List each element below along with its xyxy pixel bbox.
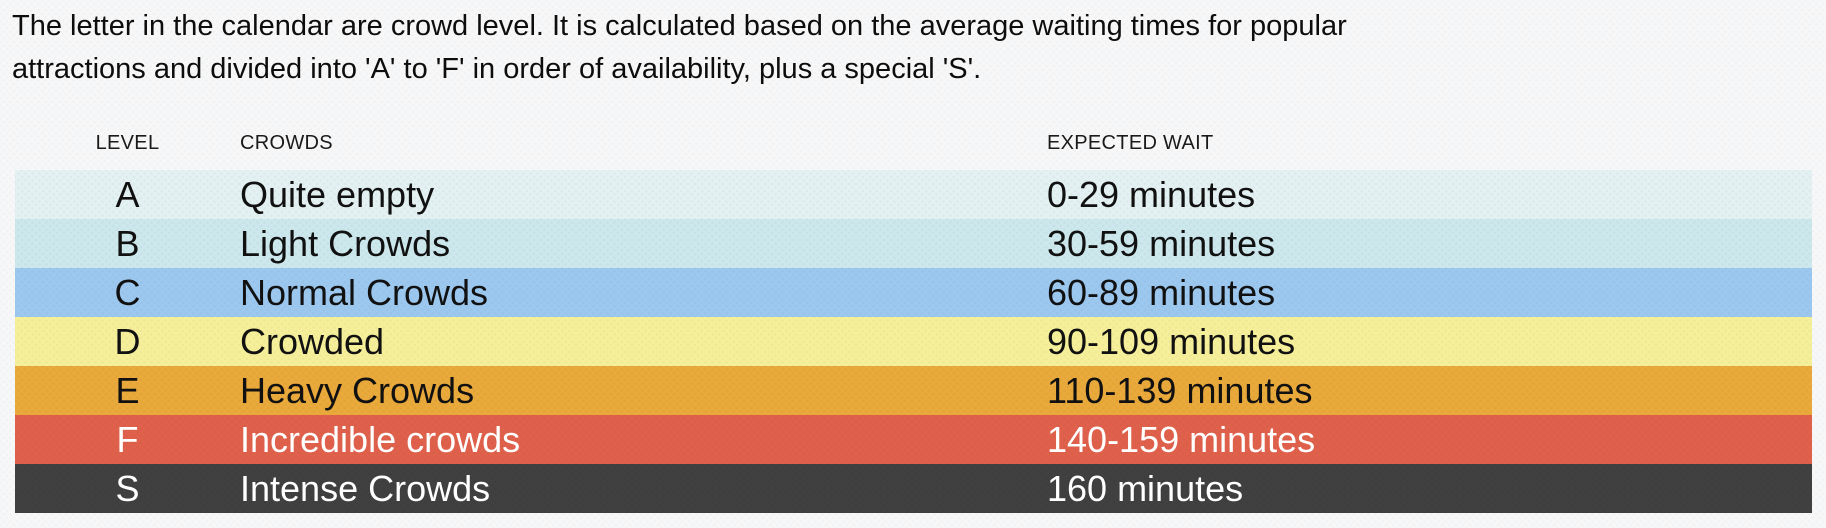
crowd-table-body: A Quite empty 0-29 minutes B Light Crowd… bbox=[15, 170, 1812, 513]
crowds-cell: Quite empty bbox=[240, 170, 1047, 219]
level-cell: E bbox=[15, 366, 240, 415]
crowd-level-description: The letter in the calendar are crowd lev… bbox=[12, 10, 1347, 85]
crowd-level-row: D Crowded 90-109 minutes bbox=[15, 317, 1812, 366]
crowd-level-table: LEVEL CROWDS EXPECTED WAIT A Quite empty… bbox=[15, 91, 1812, 513]
crowd-level-row: C Normal Crowds 60-89 minutes bbox=[15, 268, 1812, 317]
crowd-level-row: E Heavy Crowds 110-139 minutes bbox=[15, 366, 1812, 415]
header-expected-wait: EXPECTED WAIT bbox=[1047, 132, 1214, 154]
expected-wait-cell: 160 minutes bbox=[1047, 464, 1812, 513]
crowd-level-row: B Light Crowds 30-59 minutes bbox=[15, 219, 1812, 268]
level-cell: B bbox=[15, 219, 240, 268]
level-cell: C bbox=[15, 268, 240, 317]
level-cell: F bbox=[15, 415, 240, 464]
crowds-cell: Heavy Crowds bbox=[240, 366, 1047, 415]
crowds-cell: Normal Crowds bbox=[240, 268, 1047, 317]
expected-wait-cell: 90-109 minutes bbox=[1047, 317, 1812, 366]
crowd-level-row: A Quite empty 0-29 minutes bbox=[15, 170, 1812, 219]
crowd-table-header: LEVEL CROWDS EXPECTED WAIT bbox=[15, 91, 1812, 170]
crowd-level-row: S Intense Crowds 160 minutes bbox=[15, 464, 1812, 513]
crowd-level-row: F Incredible crowds 140-159 minutes bbox=[15, 415, 1812, 464]
expected-wait-cell: 60-89 minutes bbox=[1047, 268, 1812, 317]
header-level: LEVEL bbox=[95, 132, 160, 154]
expected-wait-cell: 0-29 minutes bbox=[1047, 170, 1812, 219]
level-cell: S bbox=[15, 464, 240, 513]
level-cell: A bbox=[15, 170, 240, 219]
header-row: LEVEL CROWDS EXPECTED WAIT bbox=[15, 91, 1812, 170]
header-crowds: CROWDS bbox=[240, 132, 333, 154]
level-cell: D bbox=[15, 317, 240, 366]
crowds-cell: Intense Crowds bbox=[240, 464, 1047, 513]
expected-wait-cell: 30-59 minutes bbox=[1047, 219, 1812, 268]
expected-wait-cell: 140-159 minutes bbox=[1047, 415, 1812, 464]
crowds-cell: Crowded bbox=[240, 317, 1047, 366]
expected-wait-cell: 110-139 minutes bbox=[1047, 366, 1812, 415]
crowds-cell: Incredible crowds bbox=[240, 415, 1047, 464]
crowds-cell: Light Crowds bbox=[240, 219, 1047, 268]
